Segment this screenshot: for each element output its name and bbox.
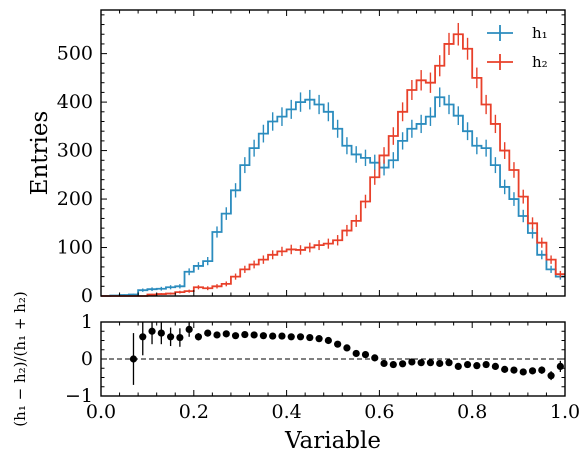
y-tick-label: 400 bbox=[57, 91, 93, 113]
ratio-y-tick-label: −1 bbox=[65, 385, 93, 407]
ratio-point bbox=[417, 359, 425, 367]
ratio-point bbox=[194, 333, 203, 341]
ratio-point bbox=[436, 359, 444, 368]
ratio-point bbox=[426, 359, 435, 367]
x-tick-label: 0.8 bbox=[457, 401, 487, 423]
ratio-series-layer bbox=[129, 322, 564, 385]
legend-h2-label: h₂ bbox=[532, 53, 548, 71]
ratio-point bbox=[352, 349, 360, 358]
x-tick-label: 0.0 bbox=[86, 401, 116, 423]
ratio-point bbox=[454, 362, 462, 370]
ratio-point bbox=[148, 327, 156, 335]
main-ylabel: Entries bbox=[27, 111, 53, 196]
ratio-point bbox=[399, 360, 407, 368]
ratio-point bbox=[306, 333, 314, 342]
ratio-point bbox=[315, 335, 323, 343]
ratio-point bbox=[176, 333, 184, 342]
ratio-point bbox=[324, 336, 332, 345]
x-tick-label: 0.4 bbox=[271, 401, 301, 423]
ratio-point bbox=[269, 332, 277, 340]
ratio-point bbox=[167, 333, 175, 341]
y-tick-label: 200 bbox=[57, 188, 93, 210]
ratio-ylabel: (h₁ − h₂)/(h₁ + h₂) bbox=[11, 291, 29, 426]
ratio-point bbox=[250, 331, 258, 339]
x-tick-label: 0.6 bbox=[364, 401, 394, 423]
main-axes-frame bbox=[100, 9, 566, 297]
main-panel: 0 100 200 300 400 500 Entries h₁ h₂ bbox=[27, 9, 566, 307]
ratio-point bbox=[380, 359, 388, 368]
ratio-point bbox=[287, 333, 295, 341]
ratio-point bbox=[491, 362, 499, 370]
ratio-y-tick-label: 1 bbox=[81, 311, 93, 333]
ratio-point bbox=[547, 372, 555, 380]
ratio-point bbox=[371, 354, 379, 362]
ratio-point bbox=[445, 359, 453, 367]
legend-h1-label: h₁ bbox=[532, 24, 548, 42]
ratio-point bbox=[528, 367, 537, 375]
ratio-point bbox=[241, 330, 249, 339]
ratio-ticks: 0.0 0.2 0.4 0.6 0.8 1.0 −1 0 1 bbox=[65, 311, 580, 423]
ratio-point bbox=[343, 344, 351, 352]
ratio-panel: 0.0 0.2 0.4 0.6 0.8 1.0 −1 0 1 (h₁ − h₂)/(h₁ + h… bbox=[11, 291, 580, 454]
y-tick-label: 300 bbox=[57, 140, 93, 162]
ratio-point bbox=[538, 366, 546, 374]
ratio-point bbox=[185, 325, 193, 333]
x-tick-label: 0.2 bbox=[179, 401, 209, 423]
y-tick-label: 0 bbox=[81, 285, 93, 307]
ratio-point bbox=[296, 333, 305, 341]
ratio-point bbox=[408, 358, 416, 366]
legend: h₁ h₂ bbox=[487, 24, 548, 71]
ratio-point bbox=[129, 355, 138, 363]
ratio-point bbox=[510, 366, 518, 374]
ratio-point bbox=[231, 332, 240, 340]
ratio-y-tick-label: 0 bbox=[81, 348, 93, 370]
ratio-point bbox=[213, 331, 221, 339]
main-ticks: 0 100 200 300 400 500 bbox=[57, 10, 566, 307]
ratio-point bbox=[204, 329, 212, 337]
x-tick-label: 1.0 bbox=[550, 401, 580, 423]
ratio-point bbox=[519, 368, 527, 376]
ratio-point bbox=[157, 329, 165, 337]
y-tick-label: 500 bbox=[57, 43, 93, 65]
ratio-point bbox=[361, 350, 370, 359]
ratio-point bbox=[389, 360, 397, 369]
histogram-h2-step bbox=[101, 33, 565, 297]
ratio-point bbox=[482, 360, 490, 369]
ratio-point bbox=[556, 362, 564, 370]
ratio-point bbox=[334, 340, 342, 348]
ratio-point bbox=[463, 360, 472, 369]
main-series-layer bbox=[101, 22, 565, 297]
ratio-point bbox=[222, 330, 230, 338]
ratio-point bbox=[139, 333, 147, 341]
ratio-point bbox=[259, 332, 267, 340]
ratio-xlabel: Variable bbox=[284, 428, 381, 454]
ratio-point bbox=[501, 365, 509, 373]
ratio-point bbox=[278, 332, 286, 340]
y-tick-label: 100 bbox=[57, 237, 93, 259]
ratio-point bbox=[473, 362, 481, 370]
